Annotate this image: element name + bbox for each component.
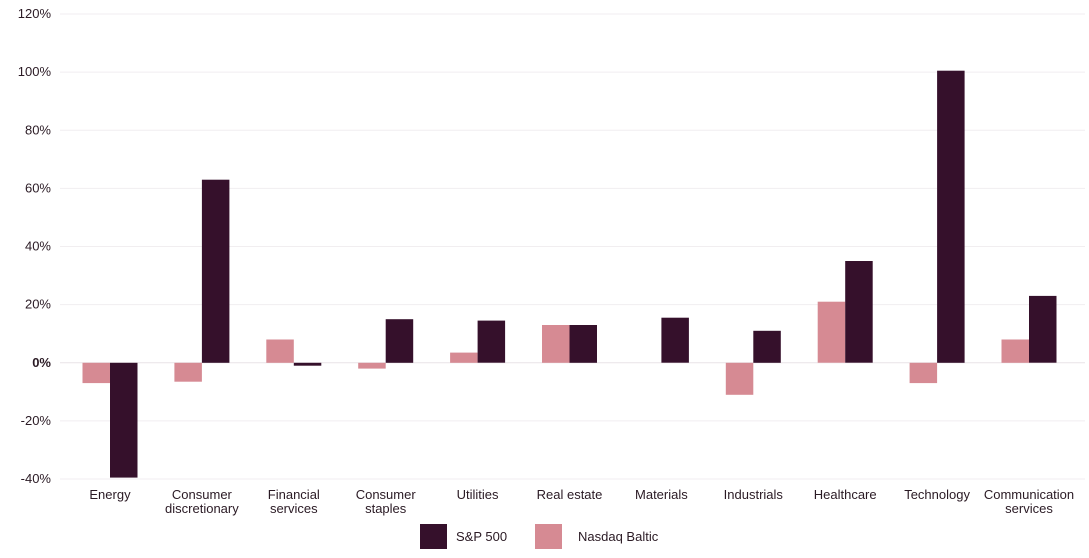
legend-label: S&P 500 xyxy=(456,529,507,544)
bar-sp500 xyxy=(753,330,781,363)
y-axis-labels: -40% -20% 0% 20% 40% 60% 80% 100% 120% xyxy=(18,6,52,486)
bar-sp500 xyxy=(293,362,322,366)
bar-sp500 xyxy=(477,320,506,363)
bar-sp500 xyxy=(385,319,414,363)
bar-sp500 xyxy=(1029,295,1057,363)
x-tick-label: Healthcare xyxy=(814,487,877,502)
bars xyxy=(82,70,1057,478)
bar-sp500 xyxy=(661,317,689,363)
x-tick-label: Real estate xyxy=(537,487,603,502)
legend-swatch xyxy=(420,524,447,549)
x-tick-label: staples xyxy=(365,501,407,516)
x-tick-label: Utilities xyxy=(457,487,499,502)
x-tick-label: Technology xyxy=(904,487,970,502)
y-tick-label: 20% xyxy=(25,297,51,312)
bar-sp500 xyxy=(201,179,230,363)
y-tick-label: 40% xyxy=(25,239,51,254)
bar-nasdaq-baltic xyxy=(266,339,294,363)
y-tick-label: 0% xyxy=(32,355,51,370)
bar-nasdaq-baltic xyxy=(1001,339,1029,363)
x-tick-label: Financial xyxy=(268,487,320,502)
y-tick-label: 80% xyxy=(25,122,51,137)
y-tick-label: -40% xyxy=(21,471,52,486)
x-tick-label: Materials xyxy=(635,487,688,502)
y-tick-label: -20% xyxy=(21,413,52,428)
x-tick-label: services xyxy=(1005,501,1053,516)
x-tick-label: services xyxy=(270,501,318,516)
x-tick-label: Consumer xyxy=(172,487,233,502)
y-tick-label: 100% xyxy=(18,64,52,79)
x-tick-label: Industrials xyxy=(724,487,784,502)
x-axis-labels: Energy ConsumerdiscretionaryFinancialserv… xyxy=(89,487,1074,516)
x-tick-label: Communication xyxy=(984,487,1074,502)
gridlines xyxy=(60,13,1085,480)
bar-nasdaq-baltic xyxy=(358,362,386,369)
x-tick-label: Energy xyxy=(89,487,131,502)
bar-nasdaq-baltic xyxy=(725,362,754,395)
bar-sp500 xyxy=(845,261,873,363)
x-tick-label: Consumer xyxy=(356,487,417,502)
bar-nasdaq-baltic xyxy=(909,362,938,384)
bar-nasdaq-baltic xyxy=(542,325,570,363)
bar-nasdaq-baltic xyxy=(450,352,478,363)
bar-nasdaq-baltic xyxy=(174,362,202,382)
y-tick-label: 60% xyxy=(25,180,51,195)
bar-nasdaq-baltic xyxy=(817,301,846,363)
bar-sp500 xyxy=(937,70,965,363)
legend: S&P 500 Nasdaq Baltic xyxy=(420,524,659,549)
legend-label: Nasdaq Baltic xyxy=(578,529,659,544)
bar-sp500 xyxy=(110,362,138,478)
y-tick-label: 120% xyxy=(18,6,52,21)
x-tick-label: discretionary xyxy=(165,501,239,516)
bar-sp500 xyxy=(569,325,597,363)
bar-nasdaq-baltic xyxy=(82,362,110,384)
legend-swatch xyxy=(535,524,562,549)
